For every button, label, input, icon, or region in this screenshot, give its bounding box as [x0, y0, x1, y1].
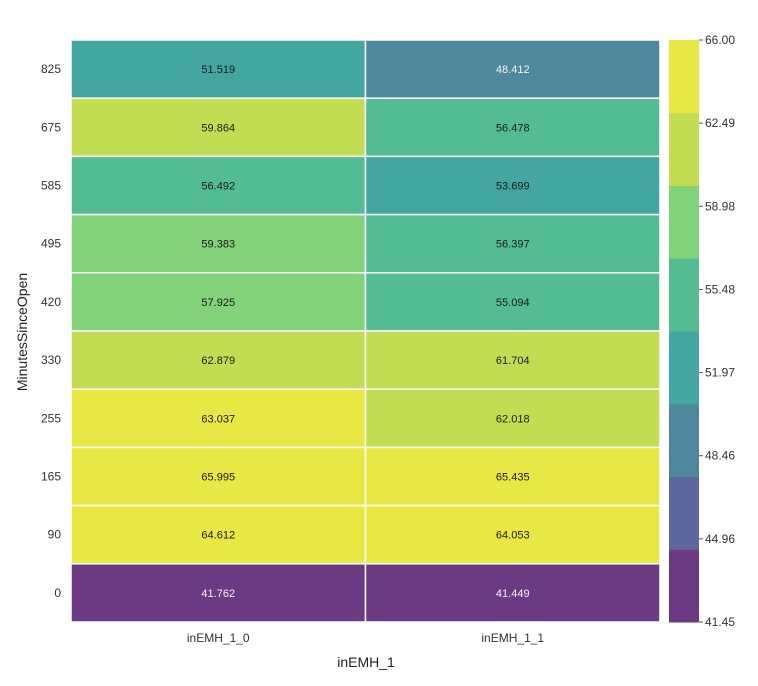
- colorbar-band: [669, 476, 699, 550]
- y-tick-label: 255: [41, 411, 61, 425]
- colorbar-band: [669, 258, 699, 332]
- colorbar-band: [669, 549, 699, 623]
- heatmap-cell: [364, 504, 661, 565]
- colorbar: 66.00 62.49 58.98 55.48 51.97 48.46 44.96 41.45: [669, 33, 735, 629]
- heatmap-cell: [364, 272, 661, 332]
- heatmap-cell: [70, 504, 367, 565]
- heatmap-cell: [364, 39, 661, 99]
- cell-value-label: 64.053: [496, 530, 530, 542]
- colorbar-tick-label: 44.96: [705, 532, 735, 546]
- cell-value-label: 41.449: [496, 588, 530, 600]
- y-tick-label: 675: [41, 120, 61, 134]
- cell-value-label: 65.435: [496, 472, 530, 484]
- y-tick-label: 585: [41, 179, 61, 193]
- heatmap-cell: [364, 155, 661, 216]
- cell-value-label: 56.397: [496, 239, 530, 251]
- cell-value-label: 53.699: [496, 181, 530, 193]
- y-tick-label: 825: [41, 62, 61, 76]
- cell-value-label: 41.762: [201, 588, 235, 600]
- colorbar-tick-label: 66.00: [705, 33, 735, 47]
- y-axis-ticks: 825 675 585 495 420 330 255 165 90 0: [41, 62, 61, 600]
- cell-value-label: 57.925: [201, 297, 235, 309]
- y-tick-label: 0: [54, 586, 61, 600]
- heatmap-cells: [70, 39, 661, 623]
- heatmap-cell: [364, 563, 661, 623]
- heatmap-cell: [70, 563, 367, 623]
- colorbar-tick-label: 41.45: [705, 615, 735, 629]
- y-tick-label: 165: [41, 470, 61, 484]
- cell-value-label: 56.478: [496, 122, 530, 134]
- cell-value-label: 61.704: [496, 355, 530, 367]
- cell-value-label: 51.519: [201, 64, 235, 76]
- cell-value-label: 59.864: [201, 122, 235, 134]
- heatmap-cell: [70, 97, 367, 158]
- heatmap-cell: [364, 446, 661, 507]
- colorbar-tick-label: 58.98: [705, 199, 735, 213]
- cell-value-label: 62.018: [496, 413, 530, 425]
- x-axis-ticks: inEMH_1_0 inEMH_1_1: [187, 631, 545, 645]
- cell-value-label: 55.094: [496, 297, 530, 309]
- colorbar-band: [669, 40, 699, 114]
- heatmap-cell: [364, 388, 661, 449]
- colorbar-band: [669, 331, 699, 405]
- heatmap-cell: [364, 213, 661, 274]
- colorbar-tick-label: 48.46: [705, 449, 735, 463]
- cell-value-label: 48.412: [496, 64, 530, 76]
- x-axis-title: inEMH_1: [337, 654, 395, 670]
- heatmap-cell: [364, 330, 661, 390]
- colorbar-band: [669, 403, 699, 477]
- colorbar-band: [669, 112, 699, 186]
- colorbar-tick-label: 51.97: [705, 366, 735, 380]
- heatmap-cell: [364, 97, 661, 158]
- cell-value-label: 59.383: [201, 239, 235, 251]
- y-tick-label: 330: [41, 353, 61, 367]
- colorbar-tick-label: 62.49: [705, 116, 735, 130]
- colorbar-tick-label: 55.48: [705, 282, 735, 296]
- y-tick-label: 90: [48, 528, 62, 542]
- cell-value-label: 62.879: [201, 355, 235, 367]
- cell-value-label: 64.612: [201, 530, 235, 542]
- cell-value-label: 65.995: [201, 472, 235, 484]
- cell-value-label: 56.492: [201, 181, 235, 193]
- cell-value-label: 63.037: [201, 413, 235, 425]
- x-tick-label: inEMH_1_0: [187, 631, 250, 645]
- y-tick-label: 420: [41, 295, 61, 309]
- colorbar-band: [669, 185, 699, 259]
- x-tick-label: inEMH_1_1: [481, 631, 544, 645]
- y-axis-title: MinutesSinceOpen: [14, 273, 30, 391]
- heatmap-cell: [70, 39, 367, 99]
- y-tick-label: 495: [41, 237, 61, 251]
- cell-value-labels: 51.519 48.412 59.864 56.478 56.492 53.699 59.3…: [201, 64, 529, 600]
